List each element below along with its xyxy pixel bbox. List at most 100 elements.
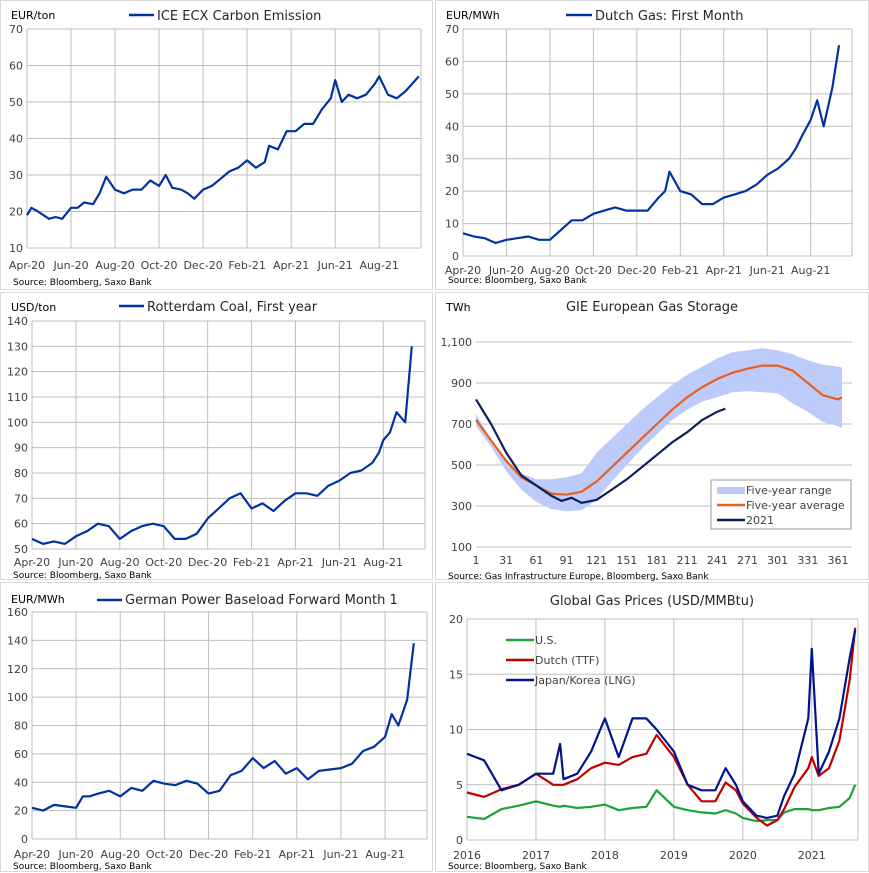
- y-tick-label: 0: [21, 833, 28, 846]
- x-tick-label: 2020: [729, 849, 757, 862]
- y-tick-label: 500: [451, 459, 472, 472]
- source-note: Source: Bloomberg, Saxo Bank: [13, 278, 153, 288]
- x-tick-label: Aug-21: [365, 848, 404, 861]
- x-tick-label: 2019: [660, 849, 688, 862]
- x-tick-label: Aug-20: [95, 259, 134, 272]
- x-tick-label: Jun-20: [57, 556, 93, 569]
- y-tick-label: 90: [14, 442, 28, 455]
- x-tick-label: Jun-20: [488, 264, 524, 277]
- source-note: Source: Bloomberg, Saxo Bank: [13, 862, 153, 872]
- y-tick-label: 40: [445, 120, 459, 133]
- y-tick-label: 50: [9, 96, 23, 109]
- chart-title: German Power Baseload Forward Month 1: [125, 593, 398, 608]
- chart-coal: USD/ton Rotterdam Coal, First year 140 13…: [7, 300, 426, 581]
- x-tick-label: 2021: [798, 849, 826, 862]
- x-tick-label: Oct-20: [141, 259, 178, 272]
- y-tick-label: 900: [451, 377, 472, 390]
- x-tick-label: Feb-21: [228, 259, 265, 272]
- chart-title: Dutch Gas: First Month: [595, 9, 743, 24]
- x-tick-label: Apr-21: [279, 848, 315, 861]
- x-tick-label: 2018: [591, 849, 619, 862]
- y-tick-label: 120: [7, 663, 28, 676]
- x-tick-label: Apr-20: [9, 259, 45, 272]
- x-tick-label: 121: [586, 554, 607, 567]
- x-tick-label: 2017: [522, 849, 550, 862]
- source-note: Source: Bloomberg, Saxo Bank: [448, 862, 588, 872]
- source-note: Source: Gas Infrastructure Europe, Bloom…: [448, 572, 709, 582]
- y-tick-label: 1,100: [441, 336, 473, 349]
- x-tick-label: Jun-21: [749, 264, 785, 277]
- y-tick-label: 40: [9, 133, 23, 146]
- x-tick-label: Feb-21: [662, 264, 699, 277]
- chart-global-gas: Global Gas Prices (USD/MMBtu) 20 15 10 5 0 20…: [448, 594, 859, 872]
- chart-carbon: EUR/ton ICE ECX Carbon Emission 70 60 50 40…: [9, 9, 422, 288]
- series-line: [26, 75, 420, 220]
- legend: U.S. Dutch (TTF) Japan/Korea (LNG): [506, 634, 636, 687]
- x-tick-label: Oct-20: [146, 848, 183, 861]
- legend-swatch-range: [717, 487, 745, 494]
- y-unit-label: USD/ton: [11, 301, 56, 314]
- x-tick-label: Aug-20: [101, 848, 140, 861]
- x-tick-label: 31: [499, 554, 513, 567]
- y-tick-label: 700: [451, 418, 472, 431]
- x-tick-label: Jun-21: [322, 848, 358, 861]
- series-line: [31, 643, 415, 812]
- y-tick-label: 10: [445, 218, 459, 231]
- chart-german-power: EUR/MWh German Power Baseload Forward Mo…: [7, 593, 428, 872]
- series-line-dutch-ttf: [466, 627, 857, 827]
- y-unit-label: EUR/MWh: [446, 9, 500, 22]
- x-tick-label: Feb-21: [234, 848, 271, 861]
- y-tick-label: 40: [14, 776, 28, 789]
- y-tick-label: 20: [445, 185, 459, 198]
- x-tick-label: Aug-20: [100, 556, 139, 569]
- x-tick-label: 241: [707, 554, 728, 567]
- five-year-range-area: [476, 348, 842, 512]
- chart-title: Rotterdam Coal, First year: [147, 300, 318, 315]
- y-tick-label: 5: [456, 779, 463, 792]
- series-line: [31, 346, 413, 545]
- y-tick-label: 60: [14, 748, 28, 761]
- y-tick-label: 0: [456, 834, 463, 847]
- legend: Five-year range Five-year average 2021: [710, 479, 852, 530]
- x-tick-label: 1: [473, 554, 480, 567]
- x-tick-label: Jun-20: [58, 848, 94, 861]
- chart-panel-german-power: EUR/MWh German Power Baseload Forward Mo…: [0, 582, 433, 872]
- y-tick-label: 100: [7, 691, 28, 704]
- y-tick-label: 10: [9, 242, 23, 255]
- y-tick-label: 20: [14, 805, 28, 818]
- y-tick-label: 120: [7, 366, 28, 379]
- y-tick-label: 70: [445, 23, 459, 36]
- x-tick-label: Jun-21: [321, 556, 357, 569]
- x-tick-label: 211: [677, 554, 698, 567]
- y-tick-label: 140: [7, 634, 28, 647]
- x-tick-label: Dec-20: [188, 556, 227, 569]
- legend-label-lng: Japan/Korea (LNG): [534, 674, 636, 687]
- y-tick-label: 110: [7, 391, 28, 404]
- chart-panel-dutch-gas: EUR/MWh Dutch Gas: First Month 70 60 50 40 3…: [435, 0, 869, 290]
- x-tick-label: Dec-20: [183, 259, 222, 272]
- x-tick-label: 151: [616, 554, 637, 567]
- x-tick-label: Apr-20: [14, 556, 50, 569]
- chart-title: GIE European Gas Storage: [566, 300, 738, 315]
- y-tick-label: 80: [14, 720, 28, 733]
- series-line: [462, 45, 841, 245]
- y-tick-label: 60: [445, 55, 459, 68]
- series-line-u-s: [466, 784, 857, 823]
- legend-label-us: U.S.: [535, 634, 557, 647]
- x-tick-label: 91: [560, 554, 574, 567]
- y-tick-label: 70: [14, 492, 28, 505]
- y-unit-label: EUR/MWh: [11, 593, 65, 606]
- x-tick-label: Feb-21: [233, 556, 270, 569]
- x-tick-label: Apr-21: [706, 264, 742, 277]
- y-tick-label: 30: [9, 169, 23, 182]
- source-note: Source: Bloomberg, Saxo Bank: [448, 276, 588, 286]
- y-tick-label: 70: [9, 23, 23, 36]
- x-tick-label: 331: [797, 554, 818, 567]
- x-tick-label: Aug-21: [791, 264, 830, 277]
- x-tick-label: Jun-20: [52, 259, 88, 272]
- legend-label-range: Five-year range: [746, 484, 832, 497]
- series-line-japan-korea-lng: [466, 629, 857, 819]
- y-tick-label: 30: [445, 153, 459, 166]
- y-tick-label: 50: [445, 88, 459, 101]
- chart-gas-storage: TWh GIE European Gas Storage 1,100 900 700…: [441, 300, 852, 582]
